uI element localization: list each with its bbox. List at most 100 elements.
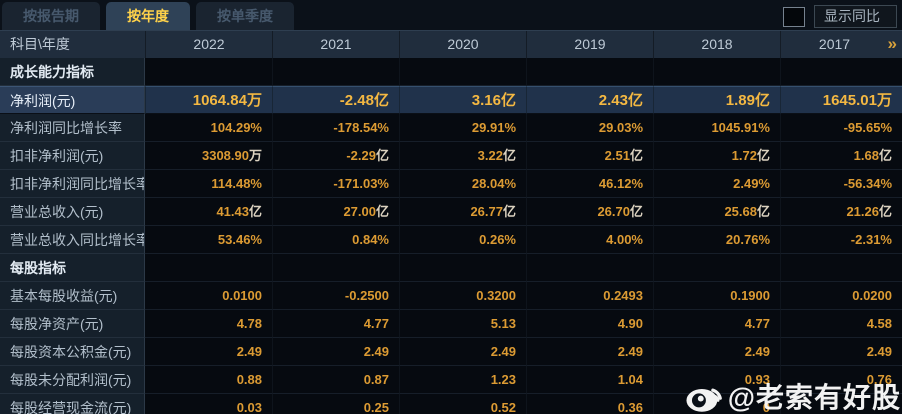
value-cell: 0.1900 <box>653 282 780 310</box>
value-cell: 2.49 <box>780 338 902 366</box>
value-cell: 0.76 <box>780 366 902 394</box>
value-cell <box>780 58 902 86</box>
year-header-2019: 2019 <box>526 31 653 58</box>
value-cell <box>399 58 526 86</box>
value-cell: 2.49 <box>272 338 399 366</box>
table-row[interactable]: 每股未分配利润(元) 0.88 0.87 1.23 1.04 0.93 0.76 <box>0 366 902 394</box>
year-label: 2022 <box>193 36 225 52</box>
row-label: 每股净资产(元) <box>0 310 145 338</box>
value-cell: 2.49% <box>653 170 780 198</box>
value-cell: 2.49 <box>526 338 653 366</box>
value-cell: 2.43亿 <box>526 86 653 114</box>
show-yoy-button[interactable]: 显示同比 <box>814 5 897 28</box>
value-unit: 亿 <box>502 204 516 219</box>
value-cell <box>526 58 653 86</box>
row-label: 净利润(元) <box>0 86 145 114</box>
value-unit: 万 <box>248 148 262 163</box>
more-years-icon[interactable]: » <box>887 34 897 53</box>
table-row[interactable]: 营业总收入(元) 41.43亿 27.00亿 26.77亿 26.70亿 25.68亿 21… <box>0 198 902 226</box>
section-row: 每股指标 <box>0 254 902 282</box>
section-row: 成长能力指标 <box>0 58 902 86</box>
tab-0[interactable]: 按报告期 <box>2 2 100 30</box>
table-row[interactable]: 每股经营现金流(元) 0.03 0.25 0.52 0.36 0 <box>0 394 902 414</box>
value-cell: -0.2500 <box>272 282 399 310</box>
value-unit: 亿 <box>629 148 643 163</box>
value-cell: 4.58 <box>780 310 902 338</box>
table-row[interactable]: 基本每股收益(元) 0.0100 -0.2500 0.3200 0.2493 0.1900… <box>0 282 902 310</box>
table-row[interactable]: 净利润同比增长率 104.29% -178.54% 29.91% 29.03% 1045.… <box>0 114 902 142</box>
year-header-2018: 2018 <box>653 31 780 58</box>
value-cell: 1645.01万 <box>780 86 902 114</box>
value-cell: 114.48% <box>145 170 272 198</box>
year-label: 2017 <box>818 36 851 52</box>
value-cell: 1.89亿 <box>653 86 780 114</box>
value-cell: 46.12% <box>526 170 653 198</box>
show-yoy-checkbox[interactable] <box>783 6 805 27</box>
value-cell: 4.77 <box>272 310 399 338</box>
value-cell: 0.88 <box>145 366 272 394</box>
value-cell: 1064.84万 <box>145 86 272 114</box>
row-label: 扣非净利润同比增长率 <box>0 170 145 198</box>
yoy-controls: 显示同比 <box>783 5 897 28</box>
section-label: 成长能力指标 <box>0 58 145 86</box>
value-cell: -2.31% <box>780 226 902 254</box>
value-cell: 0.26% <box>399 226 526 254</box>
value-cell: 2.49 <box>399 338 526 366</box>
value-cell: 5.13 <box>399 310 526 338</box>
value-cell: 28.04% <box>399 170 526 198</box>
value-cell: -56.34% <box>780 170 902 198</box>
value-cell: 0.0200 <box>780 282 902 310</box>
value-cell: 2.51亿 <box>526 142 653 170</box>
table-row[interactable]: 每股资本公积金(元) 2.49 2.49 2.49 2.49 2.49 2.49 <box>0 338 902 366</box>
value-cell: 53.46% <box>145 226 272 254</box>
value-cell: 0.03 <box>145 394 272 414</box>
year-label: 2018 <box>701 36 733 52</box>
year-header-2017: 2017 » <box>780 31 902 58</box>
value-unit: 亿 <box>878 204 892 219</box>
value-cell: 1.04 <box>526 366 653 394</box>
value-cell: 0 <box>653 394 780 414</box>
value-cell: 0.84% <box>272 226 399 254</box>
value-cell: 41.43亿 <box>145 198 272 226</box>
tab-2[interactable]: 按单季度 <box>196 2 294 30</box>
value-unit: 亿 <box>375 204 389 219</box>
table-row[interactable]: 扣非净利润(元) 3308.90万 -2.29亿 3.22亿 2.51亿 1.72亿 1.6… <box>0 142 902 170</box>
value-cell: 0.36 <box>526 394 653 414</box>
value-cell: 0.25 <box>272 394 399 414</box>
value-cell <box>653 254 780 282</box>
year-label: 2021 <box>320 36 352 52</box>
value-cell: 4.90 <box>526 310 653 338</box>
value-cell <box>272 58 399 86</box>
value-cell: 4.00% <box>526 226 653 254</box>
value-unit: 万 <box>246 92 262 109</box>
value-unit: 亿 <box>627 92 643 109</box>
value-cell: 1.68亿 <box>780 142 902 170</box>
value-cell: 29.91% <box>399 114 526 142</box>
table-row[interactable]: 每股净资产(元) 4.78 4.77 5.13 4.90 4.77 4.58 <box>0 310 902 338</box>
value-cell <box>780 394 902 414</box>
value-cell: 0.52 <box>399 394 526 414</box>
row-label: 扣非净利润(元) <box>0 142 145 170</box>
value-cell <box>145 254 272 282</box>
value-cell: -2.29亿 <box>272 142 399 170</box>
table-header-row: 科目\年度 2022 2021 2020 2019 2018 2017 » <box>0 30 902 58</box>
value-cell: 26.77亿 <box>399 198 526 226</box>
value-unit: 亿 <box>373 92 389 109</box>
value-cell <box>780 254 902 282</box>
tab-1[interactable]: 按年度 <box>106 2 190 30</box>
row-label: 每股经营现金流(元) <box>0 394 145 414</box>
value-cell: 3308.90万 <box>145 142 272 170</box>
table-row[interactable]: 扣非净利润同比增长率 114.48% -171.03% 28.04% 46.12% 2.4… <box>0 170 902 198</box>
value-unit: 万 <box>876 92 892 109</box>
value-unit: 亿 <box>502 148 516 163</box>
value-cell: -178.54% <box>272 114 399 142</box>
value-cell: -171.03% <box>272 170 399 198</box>
table-row[interactable]: 营业总收入同比增长率 53.46% 0.84% 0.26% 4.00% 20.76% -2.… <box>0 226 902 254</box>
row-label: 每股资本公积金(元) <box>0 338 145 366</box>
value-cell <box>653 58 780 86</box>
value-unit: 亿 <box>375 148 389 163</box>
value-cell: 29.03% <box>526 114 653 142</box>
value-cell: 2.49 <box>145 338 272 366</box>
table-row[interactable]: 净利润(元) 1064.84万 -2.48亿 3.16亿 2.43亿 1.89亿 1645.… <box>0 86 902 114</box>
